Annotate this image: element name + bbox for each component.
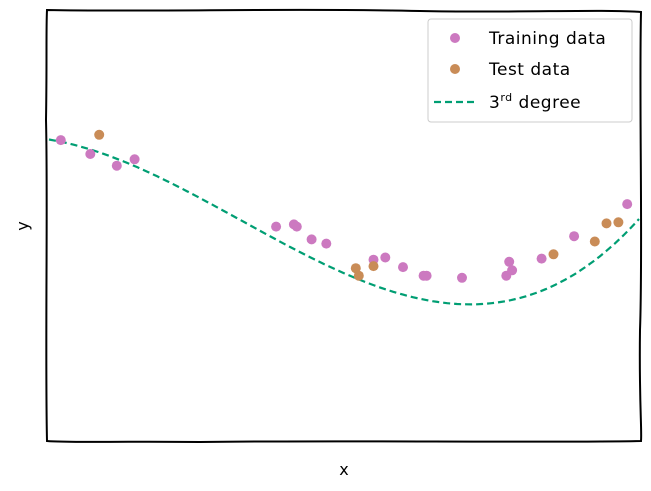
legend-entry-0-marker <box>450 33 460 43</box>
test-data-point <box>589 236 600 247</box>
plot-frame <box>44 8 643 444</box>
scatter-points <box>55 129 633 283</box>
training-data-point <box>321 238 332 249</box>
legend-entry-1-label: Test data <box>488 60 571 80</box>
legend-box <box>427 18 633 123</box>
legend-entry-1-marker <box>450 64 460 74</box>
test-data-point <box>368 261 379 272</box>
training-data-point <box>85 149 96 159</box>
training-data-point <box>536 253 547 264</box>
test-data-point <box>350 263 361 274</box>
training-data-point <box>421 270 432 281</box>
training-data-point <box>111 160 122 171</box>
training-data-point <box>380 252 391 263</box>
y-axis-label: y <box>13 221 32 230</box>
training-data-point <box>398 262 408 273</box>
legend-entry-0-label: Training data <box>488 29 606 49</box>
training-data-point <box>291 221 302 232</box>
test-data-point <box>353 270 364 281</box>
training-data-point <box>271 221 282 232</box>
training-data-point <box>507 265 518 276</box>
training-data-point <box>457 272 467 283</box>
training-data-point <box>55 135 66 146</box>
series-3rd-degree-line <box>48 138 640 306</box>
x-axis-label: x <box>339 460 348 479</box>
test-data-point <box>613 217 624 228</box>
legend-entry-2-label: 3rd degree <box>489 91 581 113</box>
test-data-point <box>548 249 559 260</box>
test-data-point <box>601 218 612 229</box>
training-data-point <box>569 231 580 242</box>
test-data-point <box>94 129 105 140</box>
training-data-point <box>622 199 633 210</box>
training-data-point <box>129 154 140 165</box>
legend: Training data Test data 3rd degree <box>427 18 633 123</box>
training-data-point <box>504 256 515 267</box>
training-data-point <box>306 234 317 245</box>
